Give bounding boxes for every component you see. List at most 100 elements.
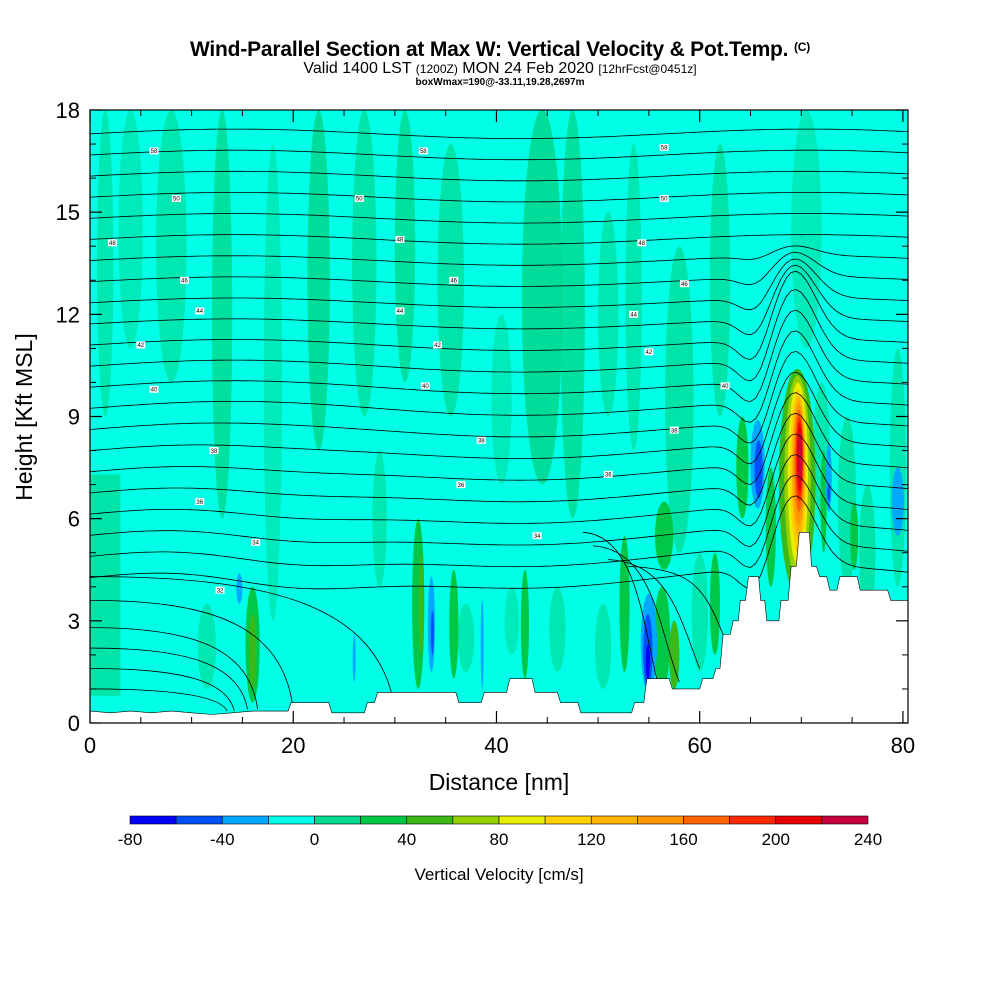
updraft-core [418,552,424,655]
colorbar-swatch [590,815,638,825]
chart-title: Wind-Parallel Section at Max W: Vertical… [0,38,1000,62]
x-tick-label: 80 [891,733,915,758]
colorbar-swatch [452,815,500,825]
theta-label: 50 [661,197,668,203]
theta-contour [90,371,908,465]
theta-contour [90,264,908,336]
updraft-core [653,586,671,689]
theta-label-box [456,481,466,489]
theta-label: 32 [217,588,224,594]
updraft-band [118,110,143,349]
theta-label: 40 [422,384,429,390]
colorbar-label: 80 [490,830,509,849]
colorbar-swatch [498,815,546,825]
theta-label: 44 [630,313,637,319]
subtitle-date: MON 24 Feb 2020 [462,60,594,77]
theta-contour [90,688,228,712]
updraft-core [736,416,749,519]
theta-label-box [136,341,146,349]
updraft-core [249,614,257,689]
updraft-band [352,110,377,417]
theta-label: 36 [458,483,465,489]
updraft-band [665,246,694,553]
theta-label-box [209,447,219,455]
theta-label: 34 [534,534,541,540]
theta-label-box [251,539,261,547]
x-tick-label: 20 [281,733,305,758]
colorbar-swatch [775,815,823,825]
theta-contour [90,270,908,360]
colorbar-label: -40 [210,830,235,849]
theta-label: 36 [605,473,612,479]
colorbar-label: 200 [762,830,790,849]
updraft-band [211,110,233,519]
colorbar-swatch [544,815,592,825]
theta-label-box [629,310,639,318]
y-tick-label: 15 [56,200,80,225]
updraft-core [820,450,827,553]
updraft-band [791,110,822,349]
theta-label: 44 [196,309,203,315]
downdraft-core [430,610,434,655]
theta-label: 34 [252,541,259,547]
downdraft-core [352,634,356,683]
updraft-band [691,552,708,672]
theta-label: 42 [137,343,144,349]
chart-title-text: Wind-Parallel Section at Max W: Vertical… [189,38,789,61]
theta-contour [90,474,908,568]
colorbar: -80 -40 0 40 80 120 160 200 240 [118,815,882,849]
colorbar-title: Vertical Velocity [cm/s] [414,865,583,884]
colorbar-swatch [360,815,408,825]
theta-label-box [195,307,205,315]
updraft-band [457,603,475,672]
colorbar-swatch [221,815,269,825]
colorbar-swatch [314,815,361,825]
theta-label-box [669,426,679,434]
colorbar-swatch [683,815,730,825]
y-axis-title: Height [Kft MSL] [11,333,37,500]
updraft-band [521,110,563,485]
theta-label: 46 [681,282,688,288]
theta-label-box [107,239,117,247]
colorbar-swatch [821,815,869,825]
updraft-band [90,474,121,696]
updraft-band [394,110,416,383]
updraft-band [709,144,731,417]
theta-label-box [180,276,190,284]
theta-label: 42 [434,343,441,349]
theta-label-box [433,341,443,349]
theta-contour [90,433,908,527]
colorbar-swatch [175,815,223,825]
updraft-core [669,620,680,689]
colorbar-label: -80 [118,830,143,849]
theta-label-box [659,143,669,151]
downdraft-core [480,600,484,689]
theta-contour [90,330,908,423]
y-tick-label: 18 [56,98,80,123]
theta-contour [90,627,259,710]
colorbar-swatch [637,815,684,825]
theta-label: 46 [450,278,457,284]
theta-label-box [603,470,613,478]
theta-contour [90,213,908,224]
theta-contour [90,258,908,311]
terrain [90,532,908,723]
theta-label-box [354,195,364,203]
theta-label: 46 [181,278,188,284]
theta-contour [90,149,908,161]
theta-contour [608,559,701,669]
updraft-band [307,110,330,451]
downdraft-core [891,467,904,536]
y-tick-label: 0 [68,711,80,736]
theta-contour [90,392,908,485]
theta-contour [90,170,908,182]
updraft-band [549,586,566,672]
theta-label-box [149,385,159,393]
theta-label: 48 [109,241,116,247]
theta-label: 58 [661,146,668,152]
theta-label-box [637,239,647,247]
theta-label: 44 [397,309,404,315]
subtitle-forecast: [12hrFcst@0451z] [598,62,697,76]
theta-label-box [476,436,486,444]
